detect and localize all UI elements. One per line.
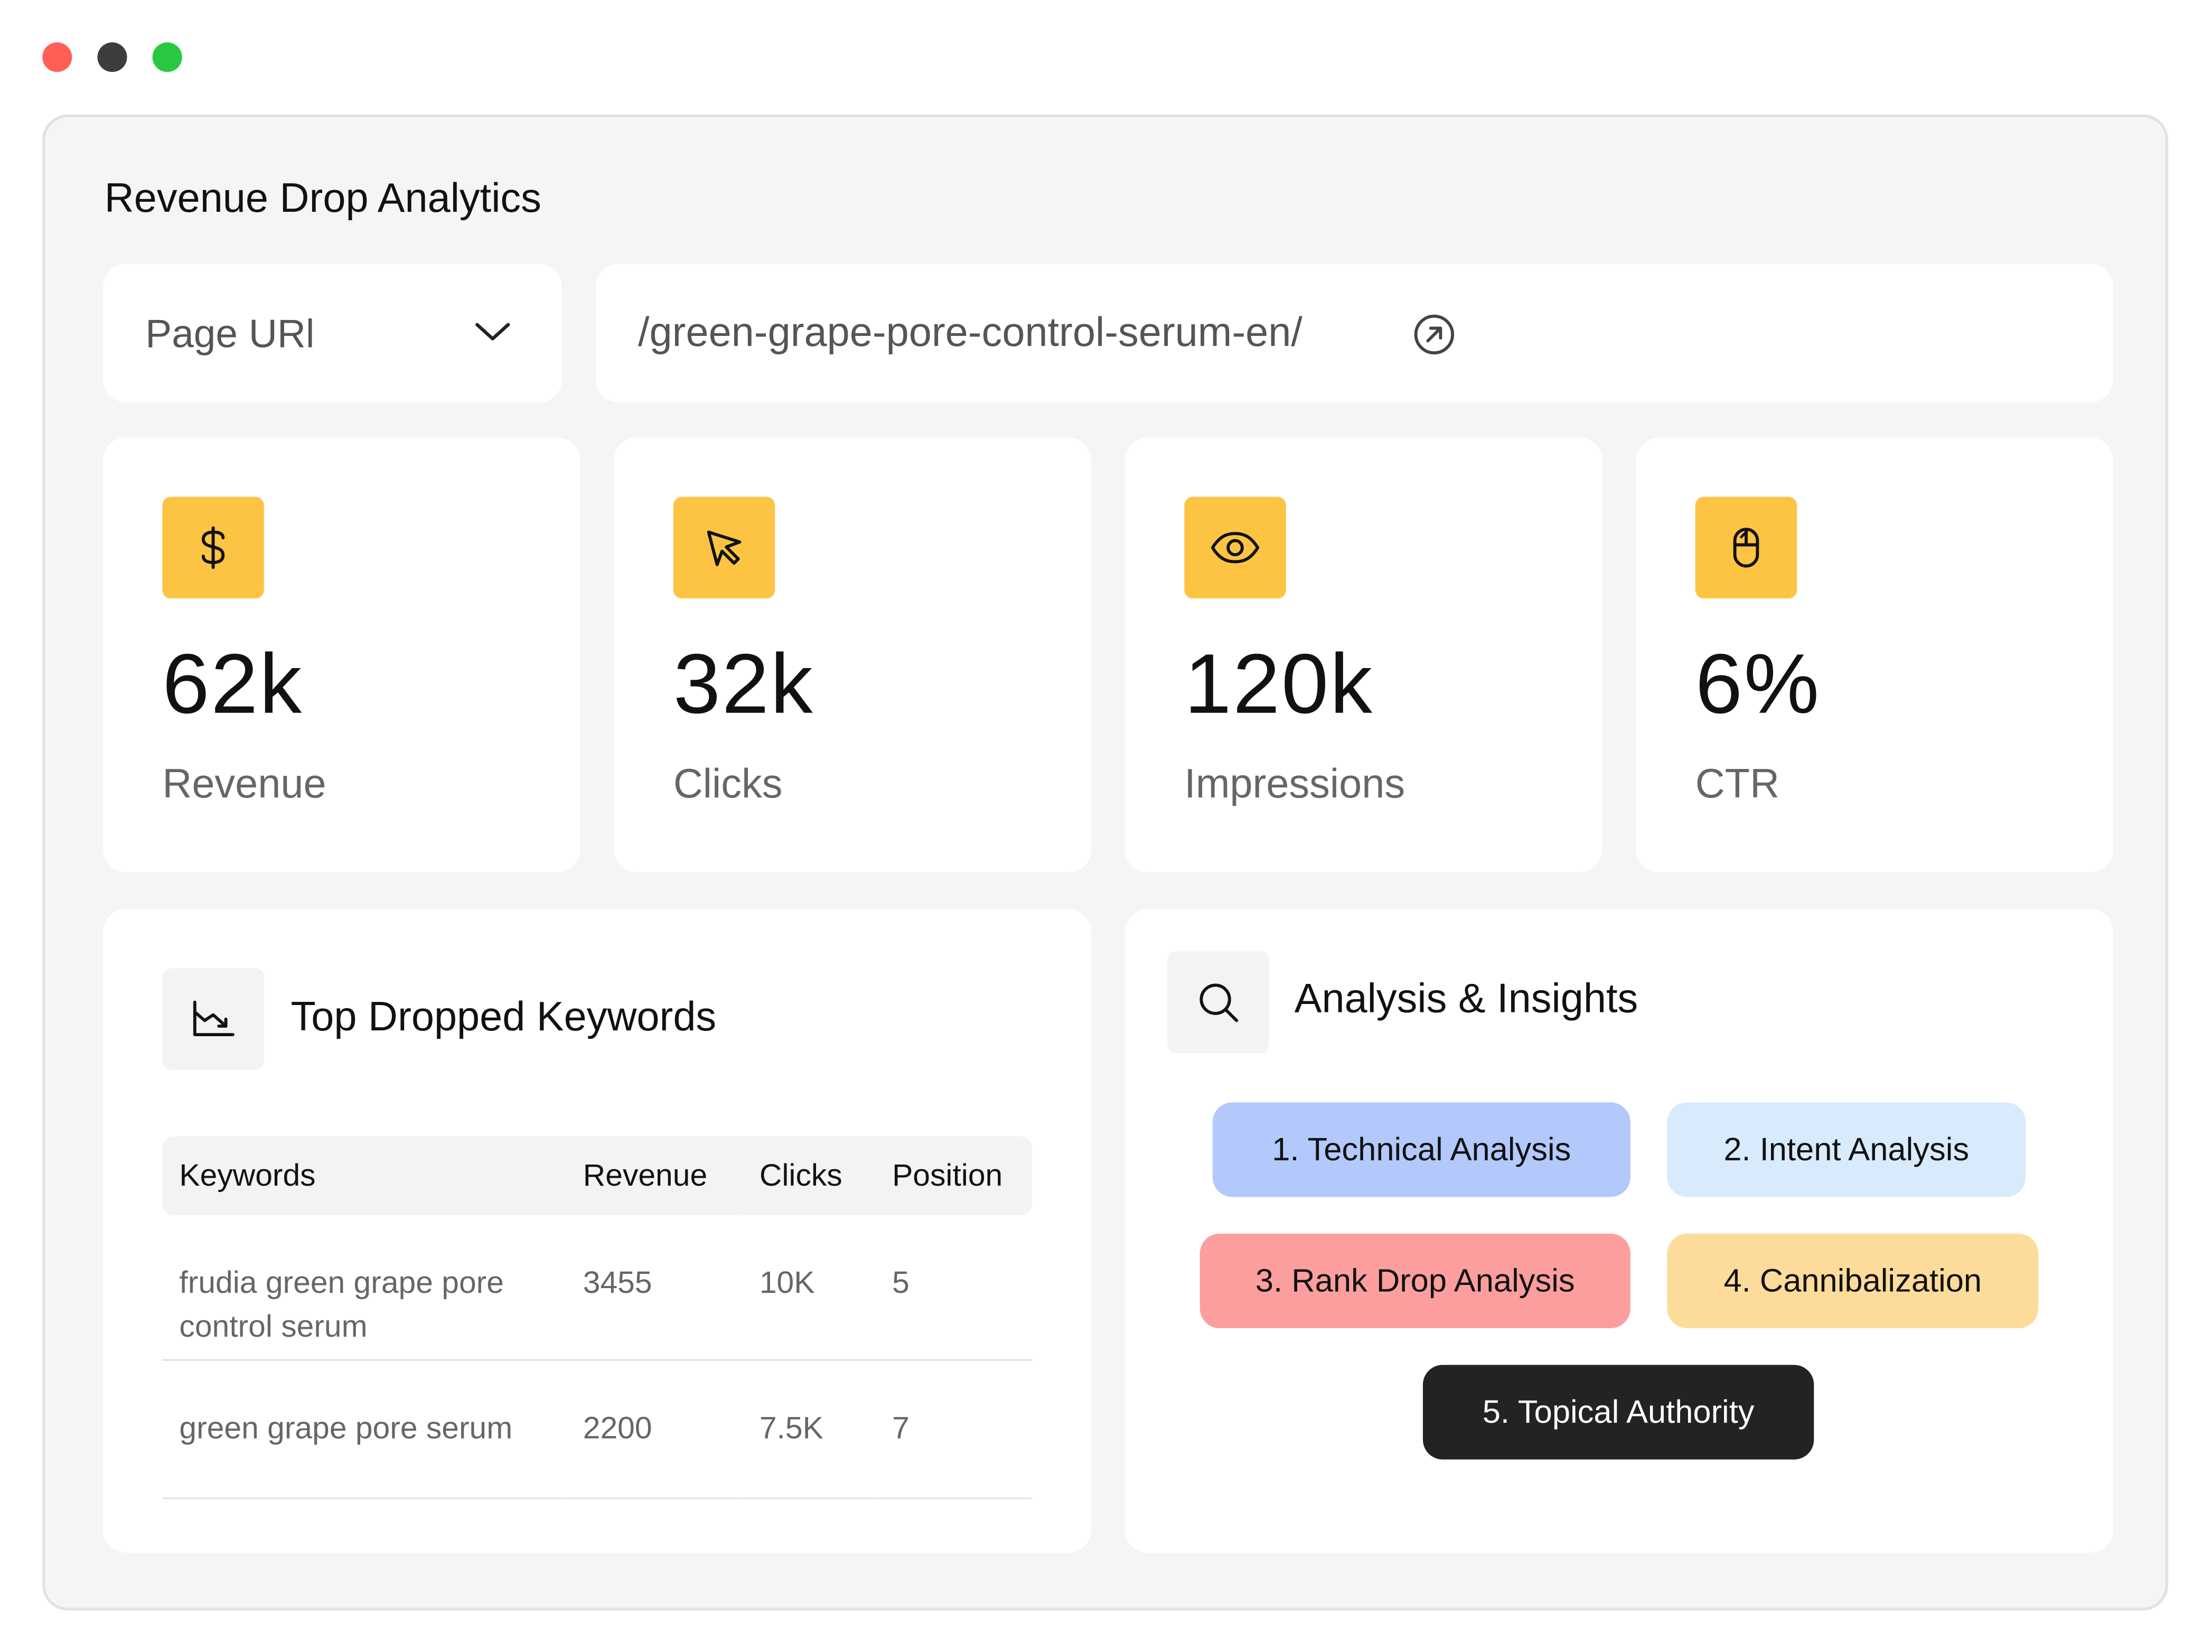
revenue-cell: 2200	[566, 1360, 743, 1499]
position-cell: 5	[875, 1215, 1032, 1361]
dollar-icon	[162, 496, 264, 599]
keyword-cell: frudia green grape pore control serum	[162, 1215, 566, 1361]
page-title: Revenue Drop Analytics	[104, 176, 541, 222]
table-row[interactable]: green grape pore serum 2200 7.5K 7	[162, 1360, 1032, 1499]
maximize-window-button[interactable]	[152, 42, 182, 72]
chevron-down-icon	[475, 323, 510, 341]
stat-card-revenue: 62k Revenue	[103, 437, 580, 872]
table-row[interactable]: frudia green grape pore control serum 34…	[162, 1215, 1032, 1361]
stat-label: Clicks	[673, 762, 783, 808]
external-link-icon[interactable]	[1412, 312, 1457, 358]
keyword-cell: green grape pore serum	[162, 1360, 566, 1499]
eye-icon	[1184, 496, 1286, 599]
close-window-button[interactable]	[42, 42, 72, 72]
intent-analysis-button[interactable]: 2. Intent Analysis	[1667, 1102, 2026, 1197]
stat-value: 62k	[162, 636, 303, 731]
table-header-row: Keywords Revenue Clicks Position	[162, 1136, 1032, 1216]
cannibalization-button[interactable]: 4. Cannibalization	[1667, 1233, 2039, 1328]
mouse-icon	[1695, 496, 1797, 599]
stat-card-impressions: 120k Impressions	[1125, 437, 1602, 872]
stat-label: Impressions	[1184, 762, 1405, 808]
clicks-cell: 7.5K	[742, 1360, 876, 1499]
position-cell: 7	[875, 1360, 1032, 1499]
stat-label: CTR	[1695, 762, 1780, 808]
stat-card-ctr: 6% CTR	[1636, 437, 2113, 872]
dropdown-label: Page URl	[145, 312, 315, 356]
trend-down-icon	[162, 968, 264, 1070]
column-header-revenue[interactable]: Revenue	[566, 1136, 743, 1216]
stat-value: 32k	[673, 636, 814, 731]
analytics-window: Revenue Drop Analytics Page URl /green-g…	[42, 114, 2169, 1611]
page-uri-dropdown[interactable]: Page URl	[103, 264, 562, 402]
column-header-clicks[interactable]: Clicks	[742, 1136, 876, 1216]
stat-value: 120k	[1184, 636, 1374, 731]
minimize-window-button[interactable]	[97, 42, 127, 72]
stat-label: Revenue	[162, 762, 326, 808]
column-header-keywords[interactable]: Keywords	[162, 1136, 566, 1216]
clicks-cell: 10K	[742, 1215, 876, 1361]
revenue-cell: 3455	[566, 1215, 743, 1361]
insights-title: Analysis & Insights	[1294, 977, 1638, 1022]
topical-authority-button[interactable]: 5. Topical Authority	[1422, 1365, 1814, 1460]
keywords-table: Keywords Revenue Clicks Position frudia …	[162, 1136, 1032, 1499]
keywords-title: Top Dropped Keywords	[290, 995, 717, 1040]
uri-display: /green-grape-pore-control-serum-en/	[595, 264, 2113, 402]
column-header-position[interactable]: Position	[875, 1136, 1032, 1216]
search-icon	[1167, 951, 1269, 1053]
stat-value: 6%	[1695, 636, 1821, 731]
technical-analysis-button[interactable]: 1. Technical Analysis	[1212, 1102, 1630, 1197]
rank-drop-analysis-button[interactable]: 3. Rank Drop Analysis	[1199, 1233, 1630, 1328]
analysis-insights-card: Analysis & Insights 1. Technical Analysi…	[1125, 909, 2113, 1553]
top-dropped-keywords-card: Top Dropped Keywords Keywords Revenue Cl…	[103, 909, 1091, 1553]
cursor-icon	[673, 496, 775, 599]
stat-card-clicks: 32k Clicks	[614, 437, 1091, 872]
uri-text: /green-grape-pore-control-serum-en/	[638, 310, 1302, 356]
